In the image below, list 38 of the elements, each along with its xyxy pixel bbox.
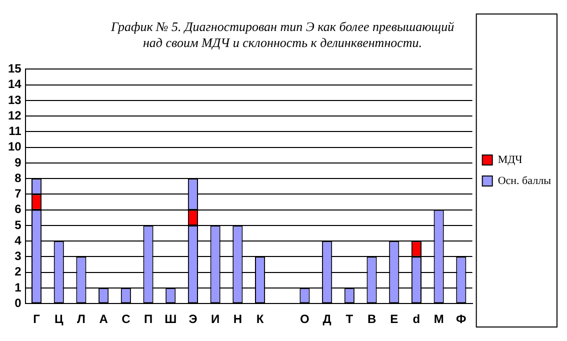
y-tick-label: 11 [8, 124, 22, 138]
y-tick-label: 10 [8, 140, 22, 154]
y-tick-label: 6 [14, 202, 22, 216]
x-tick-label: И [211, 312, 220, 326]
y-tick-label: 9 [14, 155, 22, 170]
y-tick-label: 8 [14, 170, 22, 185]
legend-label: МДЧ [498, 154, 522, 166]
x-tick-label: В [367, 312, 376, 326]
x-tick-label: Ш [164, 312, 177, 326]
x-tick-label: d [412, 312, 420, 326]
y-tick-label: 12 [8, 108, 22, 122]
x-tick-label: Н [233, 312, 242, 326]
x-tick-label: Ф [456, 312, 466, 326]
y-tick-label: 5 [14, 218, 22, 232]
x-tick-label: К [256, 312, 264, 326]
x-tick-label: Г [33, 312, 40, 326]
x-tick-label: Д [322, 312, 332, 326]
y-tick-label: 4 [14, 233, 22, 248]
y-tick-label: 14 [8, 77, 22, 92]
x-tick-label: А [99, 312, 108, 326]
x-tick-label: Т [346, 312, 354, 326]
y-tick-label: 2 [14, 264, 22, 279]
chart-title: График № 5. Диагностирован тип Э как более превышающий над своим МДЧ и склонность к делинквентности. [110, 19, 455, 50]
x-tick-label: М [434, 312, 444, 326]
x-tick-label: Е [390, 312, 398, 326]
y-tick-label: 15 [8, 62, 22, 76]
y-tick-label: 3 [14, 249, 22, 264]
x-tick-label: П [144, 312, 153, 326]
x-tick-label: С [122, 312, 131, 326]
x-tick-label: О [300, 312, 310, 326]
y-tick-label: 13 [8, 92, 22, 107]
x-tick-label: Э [188, 312, 198, 326]
legend-label: Осн. баллы [498, 174, 552, 187]
x-tick-label: Ц [54, 312, 64, 326]
y-tick-label: 0 [14, 296, 22, 310]
y-tick-label: 1 [14, 280, 22, 294]
x-tick-label: Л [77, 312, 86, 326]
y-tick-label: 7 [14, 186, 22, 201]
